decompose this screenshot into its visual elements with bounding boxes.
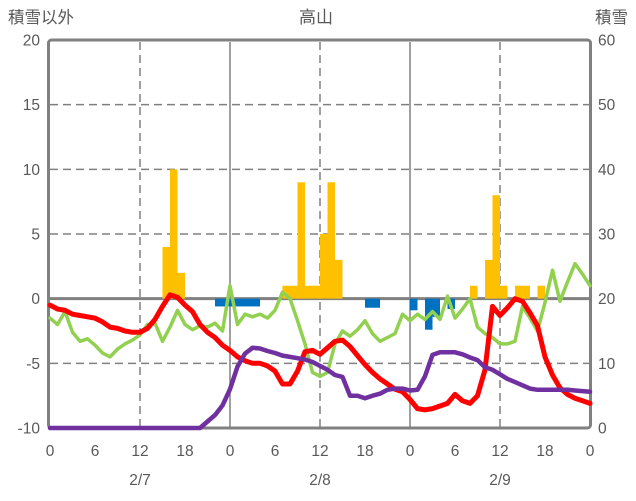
- day-label: 2/7: [129, 472, 151, 489]
- hour-tick-label: 12: [131, 443, 148, 460]
- left-axis-tick-label: 10: [23, 162, 41, 179]
- right-axis-tick-label: 40: [598, 162, 616, 179]
- left-axis-tick-label: 0: [31, 291, 40, 308]
- red-line: [47, 292, 593, 413]
- day-label: 2/9: [489, 472, 511, 489]
- yellow-bar: [297, 182, 305, 299]
- hour-tick-label: 6: [271, 443, 280, 460]
- day-label: 2/8: [309, 472, 331, 489]
- hour-tick-label: 12: [491, 443, 508, 460]
- right-axis-tick-label: 0: [598, 421, 607, 438]
- yellow-bar: [500, 285, 508, 299]
- hour-tick-label: 6: [91, 443, 100, 460]
- blue-bar: [252, 298, 260, 307]
- yellow-bar: [515, 285, 523, 299]
- right-axis-tick-label: 10: [598, 356, 616, 373]
- left-axis-title: 積雪以外: [8, 8, 74, 27]
- right-axis-title: 積雪: [595, 8, 628, 27]
- blue-bar: [432, 298, 440, 317]
- yellow-bar: [312, 285, 320, 299]
- yellow-bar: [290, 285, 298, 299]
- purple-line: [47, 345, 593, 431]
- green-line: [48, 261, 592, 379]
- hour-tick-label: 0: [406, 443, 415, 460]
- blue-bar: [237, 298, 245, 307]
- yellow-bar: [335, 259, 343, 299]
- left-axis-tick-label: 5: [31, 227, 40, 244]
- chart-title: 高山: [299, 8, 333, 27]
- yellow-bar: [522, 285, 530, 299]
- yellow-bar: [327, 182, 335, 299]
- yellow-bar: [162, 246, 170, 299]
- hour-tick-label: 0: [226, 443, 235, 460]
- hour-tick-label: 12: [311, 443, 328, 460]
- right-axis-tick-label: 30: [598, 227, 616, 244]
- blue-bar: [372, 298, 380, 308]
- left-axis-tick-label: 15: [23, 97, 40, 114]
- hour-tick-label: 18: [536, 443, 553, 460]
- hour-tick-label: 0: [46, 443, 55, 460]
- yellow-bar: [470, 285, 478, 299]
- yellow-bar: [492, 195, 500, 299]
- yellow-bar: [282, 285, 290, 299]
- blue-bar: [215, 298, 223, 307]
- blue-bar: [410, 298, 418, 311]
- right-axis-tick-label: 50: [598, 97, 616, 114]
- hour-tick-label: 18: [176, 443, 193, 460]
- yellow-bar: [320, 234, 328, 299]
- yellow-bar: [537, 285, 545, 299]
- right-axis-tick-label: 60: [598, 33, 616, 50]
- blue-bar: [245, 298, 253, 307]
- yellow-bar: [485, 259, 493, 299]
- yellow-bar: [170, 169, 178, 299]
- right-axis-tick-label: 20: [598, 291, 616, 308]
- hour-tick-label: 6: [451, 443, 460, 460]
- yellow-bar: [177, 272, 185, 299]
- left-axis-tick-label: -5: [26, 356, 40, 373]
- left-axis-tick-label: -10: [18, 421, 41, 438]
- plot-border: [47, 38, 592, 430]
- hour-tick-label: 0: [586, 443, 595, 460]
- left-axis-tick-label: 20: [23, 33, 41, 50]
- hour-tick-label: 18: [356, 443, 373, 460]
- blue-bar: [365, 298, 373, 308]
- yellow-bar: [305, 285, 313, 299]
